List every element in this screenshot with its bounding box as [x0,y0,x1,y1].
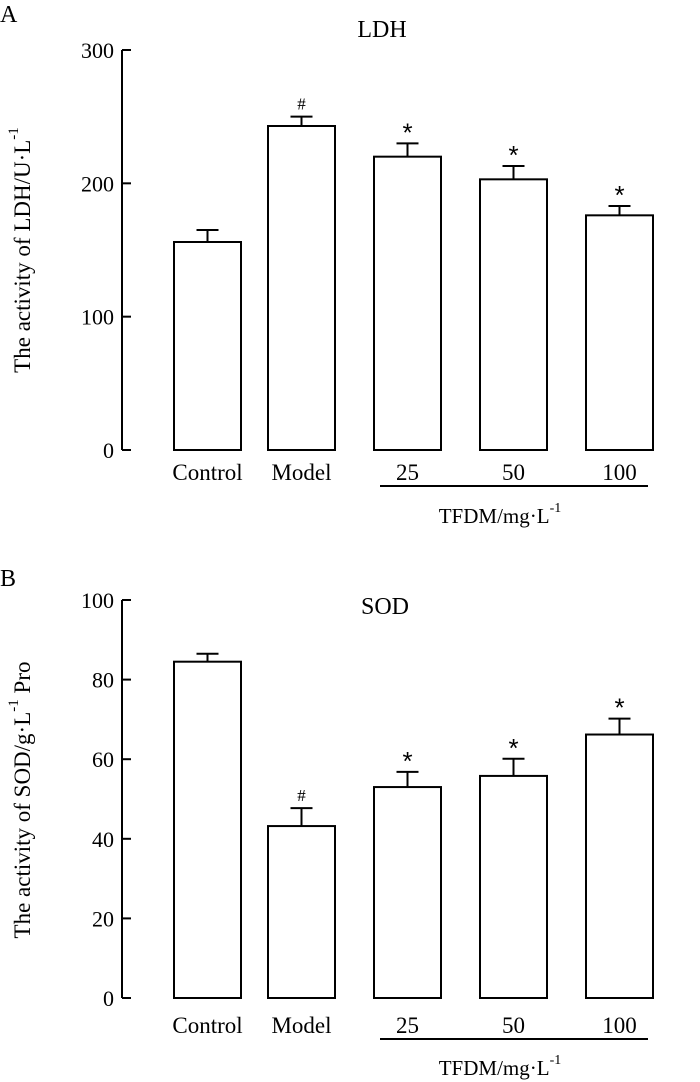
bar-model [267,825,336,1000]
x-tick-label: Control [172,1013,242,1038]
significance-star: * [402,117,412,147]
bar-50 [479,774,548,1000]
bar-100 [585,214,654,451]
y-tick-label: 0 [103,986,114,1011]
chart-title: SOD [361,594,409,620]
panel-b: B SOD 0 20 40 60 80 100 Control # Model * 25 * 50 * 100 T… [0,566,654,1080]
y-tick-label: 300 [81,38,114,63]
y-axis-label: The activity of LDH/U·L-1 [6,127,35,373]
x-tick-label: Control [172,460,242,485]
panel-label: B [0,566,16,592]
y-tick-label: 200 [81,171,114,196]
x-tick-label: 100 [602,1013,637,1038]
y-tick-label: 100 [81,305,114,330]
y-tick-label: 40 [92,827,114,852]
y-tick-label: 60 [92,747,114,772]
x-tick-label: 50 [502,1013,525,1038]
y-tick-label: 20 [92,906,114,931]
x-tick-label: 100 [602,460,637,485]
y-axis-label-superscript: -1 [6,699,22,712]
y-axis-label-text: The activity of LDH/U·L [10,140,35,373]
y-tick-label: 80 [92,668,114,693]
x-tick-label: Model [271,460,331,485]
significance-star: * [508,140,518,170]
group-label-superscript: -1 [550,501,562,516]
y-tick-label: 0 [103,438,114,463]
bar-control [173,660,242,999]
y-axis-label: The activity of SOD/g·L-1 Pro [6,662,35,939]
significance-star: * [508,733,518,763]
x-tick-label: 25 [396,1013,419,1038]
significance-hash: # [297,786,306,805]
panel-a: A LDH 0 100 200 300 Control # Model * 25 * 50 * 100 TFD… [0,2,654,528]
y-axis-label-superscript: -1 [6,127,22,140]
bar-50 [479,178,548,451]
group-label-superscript: -1 [550,1053,562,1068]
y-tick-label: 100 [81,588,114,613]
x-tick-label: 50 [502,460,525,485]
group-label-text: TFDM/mg·L [439,504,550,528]
significance-star: * [614,693,624,723]
chart-title: LDH [357,17,406,43]
x-tick-label: Model [271,1013,331,1038]
y-axis-label-suffix: Pro [10,662,35,700]
x-tick-label: 25 [396,460,419,485]
group-label-text: TFDM/mg·L [439,1056,550,1080]
y-axis-label-text: The activity of SOD/g·L [10,712,35,939]
bar-25 [373,786,442,999]
bar-100 [585,733,654,999]
significance-star: * [402,746,412,776]
significance-star: * [614,180,624,210]
panel-label: A [0,2,18,28]
bar-25 [373,155,442,452]
bar-model [267,125,336,451]
bar-control [173,241,242,451]
group-label: TFDM/mg·L-1 [439,501,562,528]
significance-hash: # [297,95,306,114]
group-label: TFDM/mg·L-1 [439,1053,562,1080]
